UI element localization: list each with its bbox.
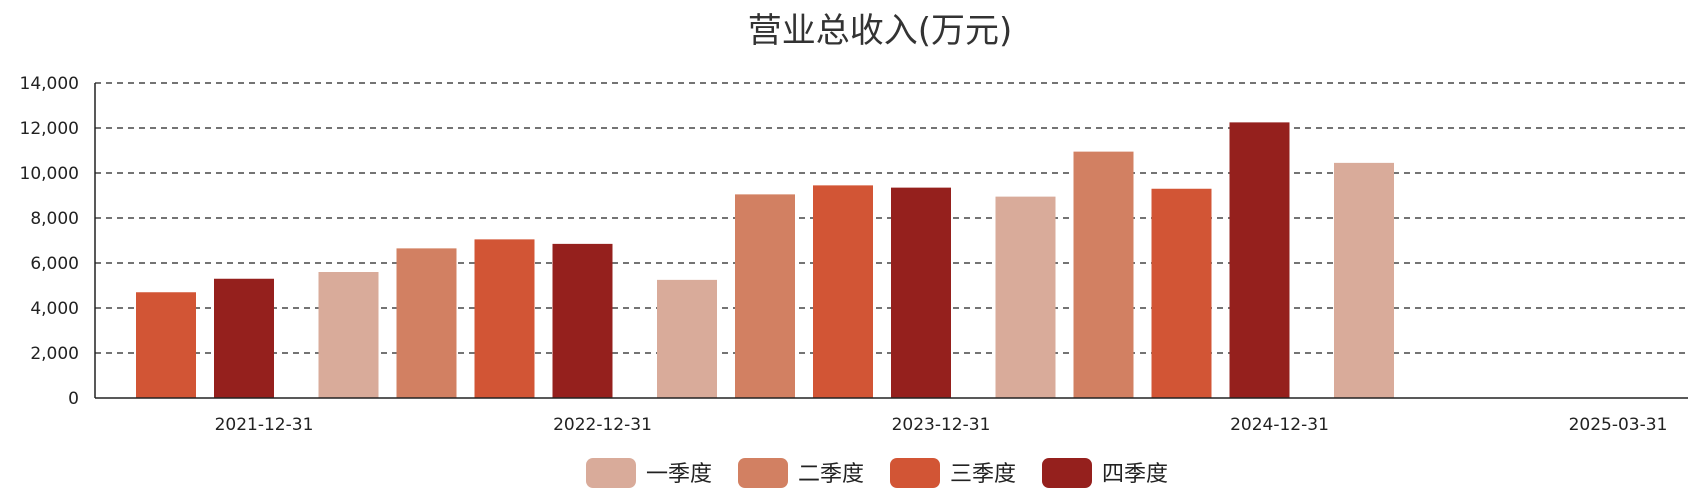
bar bbox=[1334, 162, 1394, 398]
axes bbox=[94, 83, 1688, 399]
legend-label: 四季度 bbox=[1102, 462, 1168, 487]
bar bbox=[474, 239, 535, 398]
bars bbox=[136, 122, 1394, 398]
bar bbox=[891, 187, 951, 398]
legend: 一季度 二季度 三季度 四季度 bbox=[586, 458, 1168, 488]
bar bbox=[214, 278, 274, 398]
legend-label: 一季度 bbox=[646, 462, 712, 487]
bar bbox=[1151, 188, 1212, 398]
bar bbox=[995, 196, 1056, 398]
y-tick-label: 8,000 bbox=[30, 209, 79, 229]
x-tick-label: 2022-12-31 bbox=[553, 415, 652, 435]
legend-label: 二季度 bbox=[798, 462, 864, 487]
x-tick-label: 2025-03-31 bbox=[1569, 415, 1668, 435]
x-axis-labels: 2021-12-31 2022-12-31 2023-12-31 2024-12-31… bbox=[215, 415, 1668, 435]
bar bbox=[552, 243, 613, 398]
bar bbox=[136, 292, 196, 398]
legend-label: 三季度 bbox=[950, 462, 1016, 487]
bar bbox=[813, 185, 873, 398]
y-tick-label: 14,000 bbox=[20, 74, 79, 94]
legend-swatch bbox=[890, 458, 940, 488]
y-tick-label: 0 bbox=[68, 389, 79, 409]
x-tick-label: 2024-12-31 bbox=[1230, 415, 1329, 435]
y-tick-label: 12,000 bbox=[20, 119, 79, 139]
legend-swatch bbox=[586, 458, 636, 488]
y-axis-labels: 0 2,000 4,000 6,000 8,000 10,000 12,000 14,000 bbox=[20, 74, 79, 409]
bar bbox=[735, 194, 795, 398]
bar bbox=[318, 272, 379, 398]
legend-swatch bbox=[738, 458, 788, 488]
y-tick-label: 6,000 bbox=[30, 254, 79, 274]
bar bbox=[1073, 151, 1134, 398]
bar bbox=[396, 248, 457, 398]
bar bbox=[1229, 122, 1290, 398]
bar bbox=[657, 279, 717, 398]
y-tick-label: 2,000 bbox=[30, 344, 79, 364]
y-tick-label: 10,000 bbox=[20, 164, 79, 184]
x-tick-label: 2023-12-31 bbox=[892, 415, 991, 435]
chart-title: 营业总收入(万元) bbox=[748, 11, 1013, 51]
legend-swatch bbox=[1042, 458, 1092, 488]
x-tick-label: 2021-12-31 bbox=[215, 415, 314, 435]
y-tick-label: 4,000 bbox=[30, 299, 79, 319]
